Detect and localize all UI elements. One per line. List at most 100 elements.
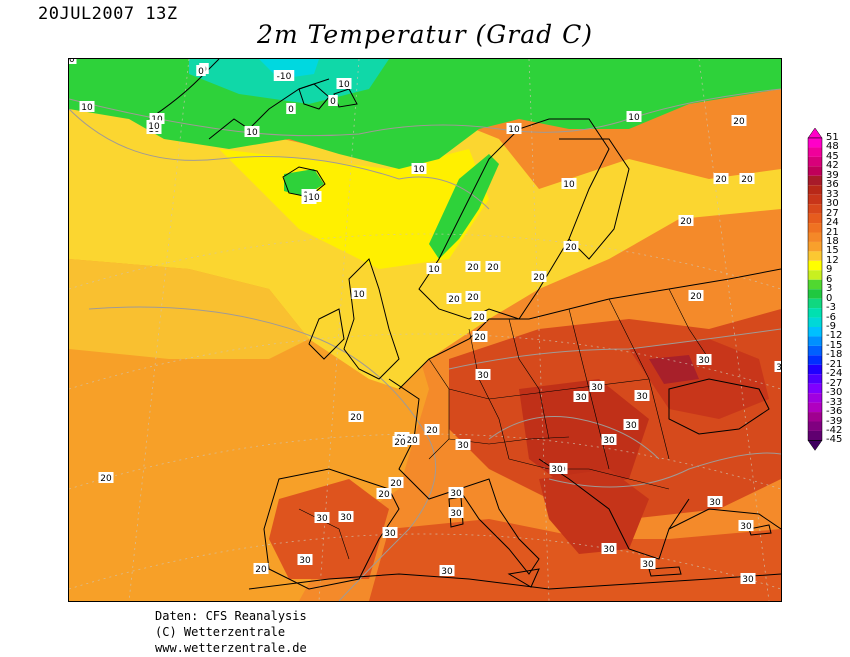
isotherm-label-bg xyxy=(465,261,481,272)
isotherm-label-text: 10 xyxy=(628,113,640,123)
colorbar-tick-label: -6 xyxy=(826,311,836,323)
isotherm-label-text: 20 xyxy=(100,474,112,484)
colorbar-top-arrow xyxy=(807,127,823,139)
isotherm-label-bg xyxy=(244,126,260,137)
isotherm-label-text: 20 xyxy=(473,313,485,323)
isotherm-label-text: 20 xyxy=(390,479,402,489)
isotherm-label: 20 xyxy=(471,311,487,323)
colorbar-tick-label: 6 xyxy=(826,273,833,285)
isotherm-label: 30 xyxy=(589,381,605,393)
isotherm-label-bg xyxy=(471,311,487,322)
isotherm-label: 30 xyxy=(439,565,455,577)
colorbar-tick-label: -33 xyxy=(826,396,843,408)
colorbar-tick-label: -36 xyxy=(826,406,843,418)
isotherm-label-bg xyxy=(253,563,269,574)
isotherm-label-bg xyxy=(351,288,367,299)
credit-copyright: (C) Wetterzentrale xyxy=(155,625,286,639)
isotherm-label-bg xyxy=(774,361,781,372)
isotherm-label-text: 30 xyxy=(636,392,648,402)
isotherm-label: 30 xyxy=(338,511,354,523)
coast-black-sea xyxy=(668,378,770,435)
isotherm-label-text: 10 xyxy=(148,122,160,132)
isotherm-label-bg xyxy=(589,381,605,392)
isotherm-label: 30 xyxy=(549,463,565,475)
isotherm-label: 30 xyxy=(601,434,617,446)
isotherm-label-text: 30 xyxy=(551,465,563,475)
isotherm-label: 10 xyxy=(506,123,522,135)
colorbar-segment xyxy=(808,355,822,365)
isotherm-label: 30 xyxy=(475,369,491,381)
isotherm-label-bg xyxy=(696,354,712,365)
isotherm-label-bg xyxy=(549,463,565,474)
isotherm-label: 20 xyxy=(392,436,408,448)
colorbar-tick-label: -12 xyxy=(826,330,843,342)
isotherm-label-text: 30 xyxy=(575,393,587,403)
isotherm-label-text: 0 xyxy=(288,105,294,115)
datetime-label: 20JUL2007 13Z xyxy=(38,4,178,24)
colorbar-segment xyxy=(808,156,822,167)
colorbar-tick-label: 51 xyxy=(826,132,839,143)
coast-france xyxy=(388,378,460,500)
isotherm-label-text: 30 xyxy=(450,509,462,519)
isotherm-label-bg xyxy=(448,507,464,518)
isotherm-label-bg xyxy=(601,434,617,445)
colorbar-segment xyxy=(808,298,822,309)
isotherm-label-text: -10 xyxy=(277,72,292,82)
isotherm-label-text: 30 xyxy=(299,556,311,566)
isotherm-label-text: 20 xyxy=(350,413,362,423)
isotherm-label: 30 xyxy=(640,558,656,570)
colorbar-segment xyxy=(808,204,822,214)
isotherm-label-bg xyxy=(446,293,462,304)
isotherm-label-bg xyxy=(286,103,296,114)
isotherm-label: 20 xyxy=(424,424,440,436)
credit-website[interactable]: www.wetterzentrale.de xyxy=(155,641,307,655)
isotherm-label: 30 xyxy=(69,59,77,65)
isotherm-label: 30 xyxy=(740,573,756,585)
isotherm-label-text: 0 xyxy=(330,97,336,107)
temperature-field-hot-core xyxy=(519,379,649,489)
colorbar-tick-label: -45 xyxy=(826,434,843,446)
isotherm-label: 30 xyxy=(774,361,781,373)
isotherm-label: 10 xyxy=(561,178,577,190)
isotherm-label-text: 20 xyxy=(394,438,406,448)
coast-crete xyxy=(648,566,682,577)
isotherm-label-bg xyxy=(563,241,579,252)
isotherm-label-bg xyxy=(328,95,338,106)
colorbar-tick-label: 9 xyxy=(826,264,833,276)
isotherm-label-text: 10 xyxy=(353,290,365,300)
isotherm-label: 20 xyxy=(472,331,488,343)
isotherm-label-text: 10 xyxy=(508,125,520,135)
colorbar-segment xyxy=(808,336,822,346)
isotherm-label-bg xyxy=(739,173,755,184)
temperature-map: 101010101010101010101010101010100000-102… xyxy=(68,58,782,602)
isotherm-label-bg xyxy=(506,123,522,134)
colorbar-segment xyxy=(808,289,822,299)
isotherm-label-text: 30 xyxy=(698,356,710,366)
temperature-field-scandes xyxy=(429,154,499,259)
isotherm-label-text: 20 xyxy=(733,117,745,127)
isotherm-label-text: 20 xyxy=(565,243,577,253)
isotherm-label-bg xyxy=(424,424,440,435)
isotherm-label-bg xyxy=(348,411,364,422)
isotherm-label-bg xyxy=(688,290,704,301)
colorbar-segment xyxy=(808,185,822,195)
isotherm-label-bg xyxy=(531,271,547,282)
isotherm-label-text: 20 xyxy=(474,333,486,343)
colorbar-outline xyxy=(807,137,823,441)
isotherm-label: 0 xyxy=(196,65,206,77)
isotherm-label-text: 30 xyxy=(742,575,754,585)
isotherm-label-text: 30 xyxy=(384,529,396,539)
isotherm-label: 30 xyxy=(634,390,650,402)
coast-europe xyxy=(398,268,781,390)
isotherm-label: 30 xyxy=(382,527,398,539)
isotherm-label-text: 30 xyxy=(591,383,603,393)
isotherm-label-bg xyxy=(338,511,354,522)
coast-iceland xyxy=(282,166,326,198)
isotherm-label: 20 xyxy=(465,261,481,273)
isotherm-label-text: 30 xyxy=(316,514,328,524)
colorbar-tick-label: 18 xyxy=(826,235,839,247)
colorbar-segment xyxy=(808,213,822,224)
isotherm-label-text: 10 xyxy=(563,180,575,190)
isotherm-label-bg xyxy=(411,163,427,174)
colorbar-tick-label: 12 xyxy=(826,254,839,266)
